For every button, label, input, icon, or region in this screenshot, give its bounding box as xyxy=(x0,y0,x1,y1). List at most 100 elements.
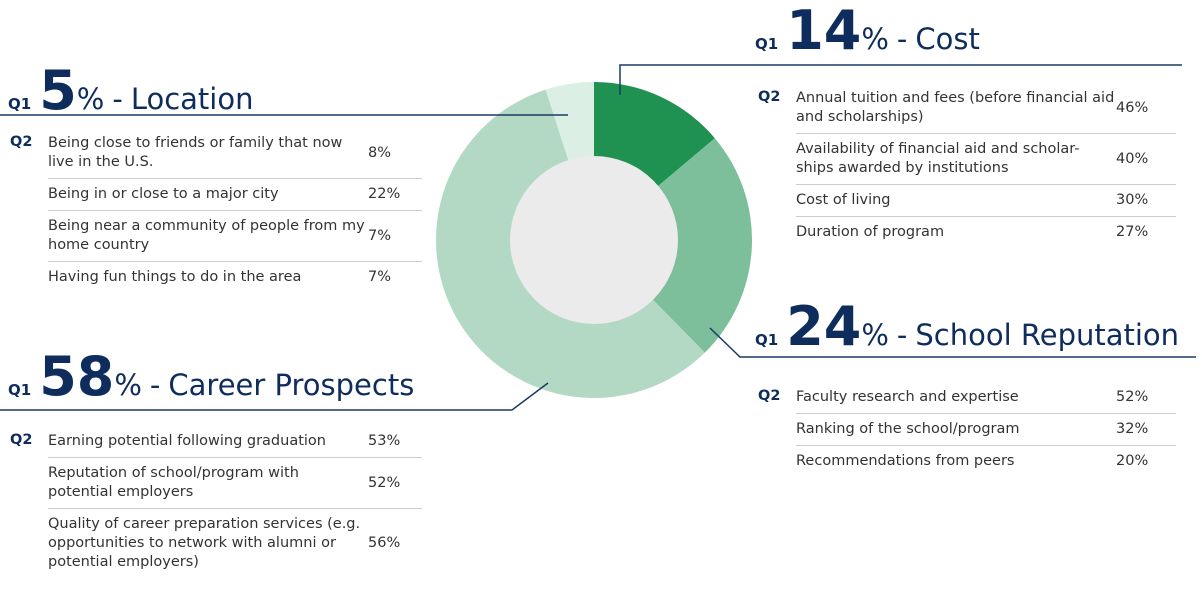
q2-table: Q2 Annual tuition and fees (before financ… xyxy=(758,83,1176,248)
q2-label xyxy=(10,178,48,184)
row-value: 52% xyxy=(368,474,401,491)
share-value: 14 xyxy=(786,0,862,62)
unit: % xyxy=(76,82,105,116)
row-cell: Availability of financial aid and schola… xyxy=(796,133,1176,184)
share-value: 24 xyxy=(786,295,862,358)
donut-hole xyxy=(510,156,678,324)
table-row: Availability of financial aid and schola… xyxy=(758,133,1176,184)
row-cell: Being near a community of people from my… xyxy=(48,210,422,261)
row-cell: Being in or close to a major city 22% xyxy=(48,178,422,210)
row-label: Having fun things to do in the area xyxy=(48,269,302,285)
row-value: 20% xyxy=(1116,453,1149,469)
row-label: Ranking of the school/program xyxy=(796,421,1020,437)
q2-label xyxy=(10,508,48,514)
row-cell: Faculty research and expertise 52% xyxy=(796,382,1176,413)
separator: - xyxy=(896,22,908,56)
row-label: Availability of financial aid and schola… xyxy=(796,141,1080,176)
table-row: Q2 Faculty research and expertise 52% xyxy=(758,382,1176,413)
table-row: Ranking of the school/program 32% xyxy=(758,413,1176,445)
table-row: Recommendations from peers 20% xyxy=(758,445,1176,477)
row-value: 56% xyxy=(368,535,401,551)
q2-label xyxy=(758,413,796,419)
table-row: Reputation of school/program with potent… xyxy=(10,457,422,508)
q2-table: Q2 Earning potential following graduation… xyxy=(10,426,422,578)
table-row: Q2 Annual tuition and fees (before financ… xyxy=(758,83,1176,133)
row-label: Duration of program xyxy=(796,224,945,240)
row-value: 27% xyxy=(1116,224,1149,240)
row-label: Being close to friends or family that no… xyxy=(48,135,343,170)
q2-label xyxy=(10,210,48,216)
q2-label xyxy=(758,445,796,451)
category-name: Location xyxy=(130,82,254,116)
separator: - xyxy=(149,368,161,402)
section-header: Q1 58% - Career Prospects xyxy=(8,350,414,404)
q2-table: Q2 Faculty research and expertise 52% Ranki… xyxy=(758,382,1176,477)
row-value: 52% xyxy=(1116,389,1149,405)
table-row: Q2 Being close to friends or family that … xyxy=(10,128,422,178)
table-row: Duration of program 27% xyxy=(758,216,1176,248)
q2-label xyxy=(758,133,796,139)
row-cell: Recommendations from peers 20% xyxy=(796,445,1176,477)
row-cell: Reputation of school/program with potent… xyxy=(48,457,422,508)
unit: % xyxy=(861,22,889,56)
section-header: Q1 24% - School Reputation xyxy=(755,300,1179,354)
table-row: Having fun things to do in the area 7% xyxy=(10,261,422,293)
row-value: 7% xyxy=(368,227,392,244)
row-cell: Ranking of the school/program 32% xyxy=(796,413,1176,445)
table-row: Cost of living 30% xyxy=(758,184,1176,216)
row-value: 7% xyxy=(368,269,392,285)
row-value: 40% xyxy=(1116,150,1149,167)
category-name: Cost xyxy=(915,22,980,56)
connector xyxy=(0,382,549,411)
q2-label: Q2 xyxy=(10,432,33,448)
row-cell: Duration of program 27% xyxy=(796,216,1176,248)
donut xyxy=(435,82,752,399)
q2-label xyxy=(758,216,796,222)
row-cell: Cost of living 30% xyxy=(796,184,1176,216)
share-value: 5 xyxy=(39,59,77,122)
row-label: Recommendations from peers xyxy=(796,453,1015,469)
row-value: 22% xyxy=(368,186,401,202)
q2-table: Q2 Being close to friends or family that … xyxy=(10,128,422,293)
unit: % xyxy=(114,368,142,402)
row-cell: Earning potential following graduation 53… xyxy=(48,426,422,457)
row-label: Reputation of school/program with potent… xyxy=(48,465,299,500)
row-label: Annual tuition and fees (before financia… xyxy=(796,90,1115,125)
q1-label: Q1 xyxy=(755,35,779,53)
category-name: School Reputation xyxy=(915,318,1180,352)
q2-label xyxy=(10,457,48,463)
category-name: Career Prospects xyxy=(168,368,415,402)
q2-label: Q2 xyxy=(758,388,781,404)
q1-label: Q1 xyxy=(8,381,32,399)
q2-label: Q2 xyxy=(758,89,781,105)
connectors xyxy=(0,64,1196,411)
table-row: Being near a community of people from my… xyxy=(10,210,422,261)
row-cell: Quality of career preparation services (… xyxy=(48,508,422,578)
row-label: Being in or close to a major city xyxy=(48,186,279,202)
connector xyxy=(619,64,1182,95)
row-cell: Annual tuition and fees (before financia… xyxy=(796,83,1176,133)
row-label: Being near a community of people from my… xyxy=(48,218,365,253)
row-value: 32% xyxy=(1116,421,1149,437)
row-value: 53% xyxy=(368,433,401,449)
q2-label xyxy=(758,184,796,190)
unit: % xyxy=(861,318,889,352)
row-label: Cost of living xyxy=(796,192,891,208)
row-cell: Being close to friends or family that no… xyxy=(48,128,422,178)
connector xyxy=(709,327,1196,358)
q1-label: Q1 xyxy=(8,95,32,113)
section-header: Q1 5% - Location xyxy=(8,64,253,118)
row-value: 8% xyxy=(368,144,392,161)
separator: - xyxy=(112,82,123,116)
table-row: Q2 Earning potential following graduation… xyxy=(10,426,422,457)
row-label: Faculty research and expertise xyxy=(796,389,1019,405)
row-label: Earning potential following graduation xyxy=(48,433,326,449)
q2-label xyxy=(10,261,48,267)
row-label: Quality of career preparation services (… xyxy=(48,516,361,570)
q2-label: Q2 xyxy=(10,134,33,150)
table-row: Being in or close to a major city 22% xyxy=(10,178,422,210)
table-row: Quality of career preparation services (… xyxy=(10,508,422,578)
q1-label: Q1 xyxy=(755,331,779,349)
